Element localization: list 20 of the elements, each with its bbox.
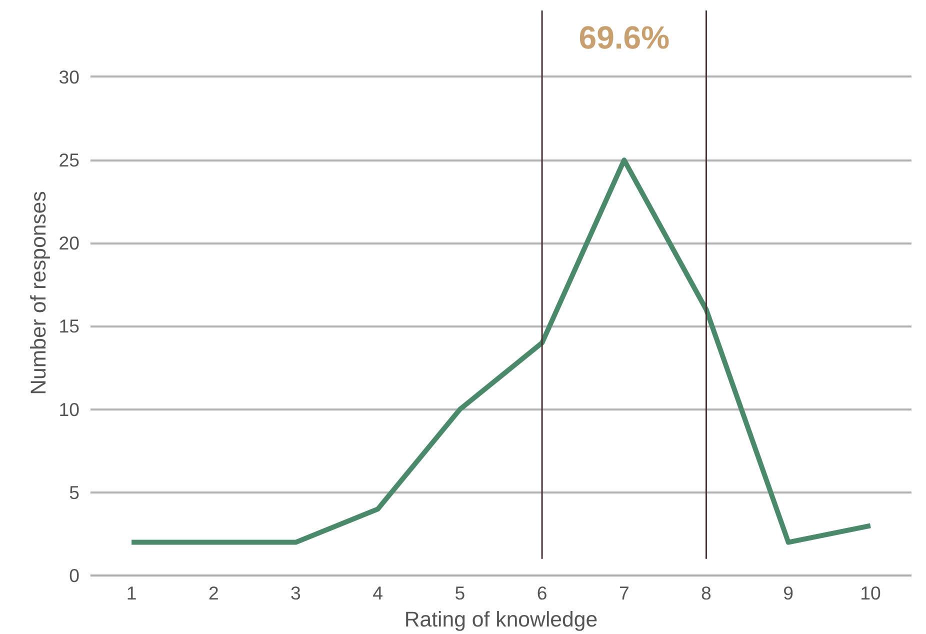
x-axis-title: Rating of knowledge bbox=[404, 608, 598, 632]
x-tick-label: 10 bbox=[860, 582, 881, 604]
y-tick-label: 0 bbox=[69, 565, 80, 586]
x-tick-label: 8 bbox=[701, 582, 712, 604]
y-tick-label: 25 bbox=[58, 150, 80, 171]
y-tick-label: 30 bbox=[58, 66, 80, 88]
y-tick-label: 20 bbox=[58, 232, 80, 254]
y-tick-label: 5 bbox=[69, 482, 80, 503]
y-tick-label: 15 bbox=[58, 316, 80, 337]
x-tick-label: 2 bbox=[208, 582, 219, 604]
x-tick-label: 9 bbox=[783, 582, 794, 604]
annotation: 69.6% bbox=[578, 20, 670, 56]
y-tick-label: 10 bbox=[58, 398, 80, 420]
x-tick-label: 7 bbox=[618, 582, 630, 604]
x-tick-label: 4 bbox=[372, 582, 384, 604]
x-tick-label: 1 bbox=[126, 582, 137, 604]
x-tick-label: 3 bbox=[290, 582, 301, 604]
y-axis-title: Number of responses bbox=[26, 191, 51, 395]
x-tick-label: 6 bbox=[536, 582, 548, 604]
x-tick-label: 5 bbox=[454, 582, 466, 604]
